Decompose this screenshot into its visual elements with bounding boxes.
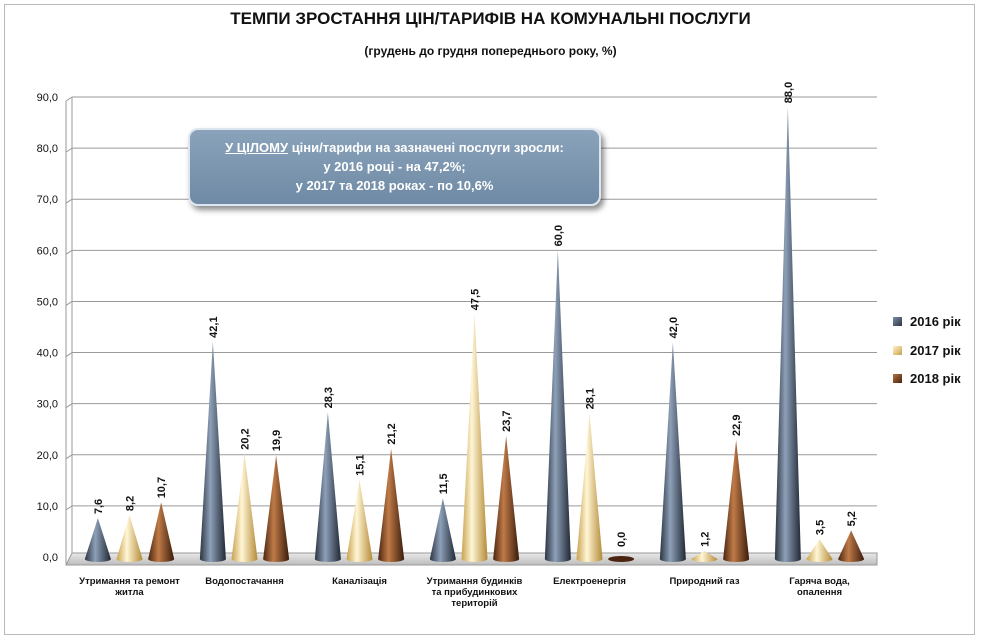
data-label: 23,7 <box>501 410 513 431</box>
x-category-label: Утримання будинків <box>427 576 523 587</box>
data-label: 88,0 <box>783 82 795 103</box>
x-category-label: територій <box>451 598 497 609</box>
data-label: 20,2 <box>240 428 252 449</box>
data-label: 0,0 <box>616 532 628 547</box>
data-label: 47,5 <box>470 289 482 310</box>
legend-label-2016: 2016 рік <box>910 314 961 329</box>
data-label: 22,9 <box>731 415 743 436</box>
legend-swatch-2018 <box>893 374 902 383</box>
cone-bar-2016 <box>774 107 801 562</box>
gridline-depth <box>65 301 73 306</box>
gridline-depth <box>65 96 73 102</box>
gridline-depth <box>65 198 73 204</box>
data-label: 28,3 <box>323 387 335 408</box>
y-tick-label: 20,0 <box>37 450 58 462</box>
legend-label-2018: 2018 рік <box>910 371 961 386</box>
data-label: 10,7 <box>156 477 168 498</box>
x-category-label: Електроенергія <box>553 576 626 587</box>
x-category-label: Природний газ <box>669 576 739 587</box>
legend-label-2017: 2017 рік <box>910 343 961 358</box>
cone-bar-2017 <box>116 515 143 562</box>
data-label: 8,2 <box>125 496 137 511</box>
cone-bar-2017 <box>461 314 488 562</box>
gridline-depth <box>65 403 73 409</box>
data-label: 5,2 <box>846 511 858 526</box>
x-category-label: житла <box>114 587 144 598</box>
y-tick-label: 40,0 <box>37 348 58 360</box>
cone-bar-2018 <box>263 455 290 562</box>
y-tick-label: 70,0 <box>37 194 58 206</box>
data-label: 3,5 <box>815 520 827 535</box>
gridline-depth <box>65 147 73 153</box>
cone-bar-2016 <box>84 518 111 562</box>
cone-bar-2017 <box>691 550 718 562</box>
data-label: 42,1 <box>208 316 220 337</box>
data-label: 28,1 <box>585 388 597 409</box>
cone-bar-2018 <box>723 439 750 562</box>
y-tick-label: 80,0 <box>37 143 58 155</box>
callout-line1: ціни/тарифи на зазначені послуги зросли: <box>288 140 564 155</box>
gridline-depth <box>65 249 73 255</box>
cone-bar-2017 <box>346 479 373 562</box>
callout-highlight: У ЦІЛОМУ <box>225 140 289 155</box>
callout-line2: у 2016 році - на 47,2%; <box>323 159 466 174</box>
data-label: 7,6 <box>93 499 105 514</box>
cone-bar-2018 <box>493 435 520 562</box>
callout-line3: у 2017 та 2018 роках - по 10,6% <box>295 178 494 193</box>
data-label: 60,0 <box>553 225 565 246</box>
cone-bar-2016 <box>314 412 341 562</box>
cone-bar-2016 <box>544 250 571 563</box>
x-category-label: та прибудинкових <box>432 587 518 598</box>
summary-callout: У ЦІЛОМУ ціни/тарифи на зазначені послуг… <box>188 128 601 206</box>
x-category-label: Гаряча вода, <box>789 576 850 587</box>
legend-swatch-2017 <box>893 346 902 355</box>
y-tick-label: 50,0 <box>37 296 58 308</box>
cone-bar-2018 <box>838 530 865 562</box>
y-tick-label: 90,0 <box>37 92 58 104</box>
y-tick-label: 10,0 <box>37 501 58 513</box>
cone-bar-2018 <box>378 448 405 562</box>
x-category-label: Утримання та ремонт <box>79 576 180 587</box>
legend-swatch-2016 <box>893 317 902 326</box>
x-category-label: Водопостачання <box>205 576 284 587</box>
chart-subtitle: (грудень до грудня попереднього року, %) <box>364 44 617 58</box>
data-label: 42,0 <box>668 317 680 338</box>
y-tick-label: 30,0 <box>37 399 58 411</box>
legend-item-2016: 2016 рік <box>893 314 961 329</box>
data-label: 19,9 <box>271 430 283 451</box>
legend-item-2018: 2018 рік <box>893 371 961 386</box>
data-label: 21,2 <box>386 423 398 444</box>
y-tick-label: 0,0 <box>43 552 58 564</box>
cone-bar-2018 <box>608 556 635 562</box>
gridline-depth <box>65 505 73 511</box>
chart-title: ТЕМПИ ЗРОСТАННЯ ЦІН/ТАРИФІВ НА КОМУНАЛЬН… <box>230 9 751 28</box>
cone-bar-2016 <box>429 498 456 562</box>
y-tick-label: 60,0 <box>37 245 58 257</box>
gridline-depth <box>65 352 73 357</box>
cone-bar-2017 <box>576 413 603 562</box>
x-category-label: опалення <box>797 587 842 598</box>
x-category-label: Каналізація <box>332 576 387 587</box>
cone-bar-2018 <box>148 502 175 562</box>
gridline-depth <box>65 454 73 460</box>
data-label: 15,1 <box>355 454 367 475</box>
cone-bar-2017 <box>806 539 833 562</box>
data-label: 11,5 <box>438 473 450 494</box>
cone-bar-2016 <box>659 342 686 562</box>
data-label: 1,2 <box>700 532 712 547</box>
legend-item-2017: 2017 рік <box>893 343 961 358</box>
cone-bar-2016 <box>199 341 226 562</box>
cone-bar-2017 <box>231 453 258 562</box>
